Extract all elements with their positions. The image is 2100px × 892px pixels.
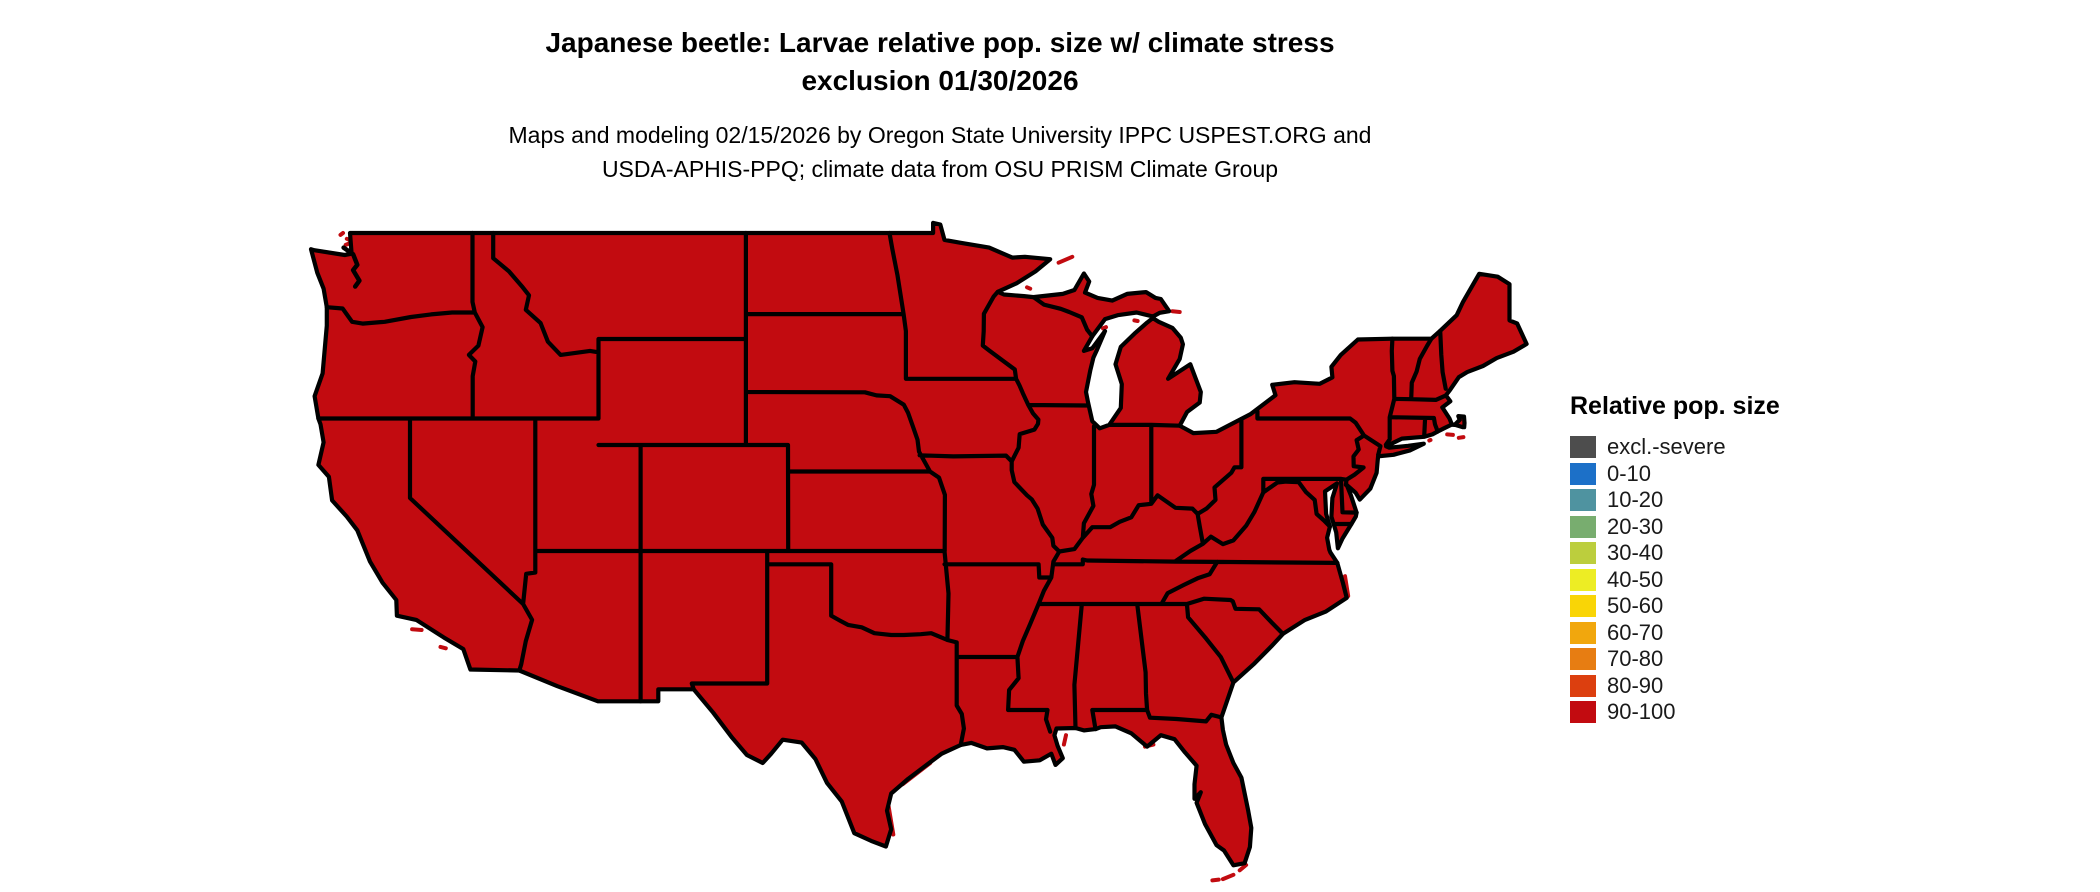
legend-label: 50-60	[1607, 593, 1664, 619]
legend-item: 70-80	[1570, 646, 1900, 673]
title-line-1: Japanese beetle: Larvae relative pop. si…	[545, 27, 1335, 58]
legend-label: excl.-severe	[1607, 434, 1726, 460]
legend-swatch	[1570, 489, 1596, 512]
legend-item: 90-100	[1570, 699, 1900, 726]
legend-label: 0-10	[1607, 460, 1652, 486]
subtitle-line-1: Maps and modeling 02/15/2026 by Oregon S…	[508, 122, 1372, 148]
legend-label: 90-100	[1607, 699, 1676, 725]
legend-label: 10-20	[1607, 487, 1664, 513]
legend-item: 40-50	[1570, 567, 1900, 594]
legend-swatch	[1570, 674, 1596, 697]
legend-item: 20-30	[1570, 514, 1900, 541]
legend-item: 30-40	[1570, 540, 1900, 567]
legend-items: excl.-severe 0-10 10-20 20-30 30-40 40-50 50-6…	[1570, 434, 1900, 726]
legend-label: 20-30	[1607, 513, 1664, 539]
legend-label: 70-80	[1607, 646, 1664, 672]
legend-label: 40-50	[1607, 566, 1664, 592]
nation-outline	[308, 220, 1529, 868]
page-title: Japanese beetle: Larvae relative pop. si…	[0, 24, 1880, 100]
legend: Relative pop. size excl.-severe 0-10 10-20…	[1570, 392, 1900, 726]
legend-swatch	[1570, 515, 1596, 538]
legend-label: 60-70	[1607, 619, 1664, 645]
legend-swatch	[1570, 595, 1596, 618]
legend-label: 30-40	[1607, 540, 1664, 566]
page-subtitle: Maps and modeling 02/15/2026 by Oregon S…	[0, 118, 1880, 186]
subtitle-line-2: USDA-APHIS-PPQ; climate data from OSU PR…	[601, 156, 1279, 182]
puget-sound-waterline	[341, 245, 362, 289]
state-borders	[316, 230, 1448, 748]
legend-item: 50-60	[1570, 593, 1900, 620]
legend-swatch	[1570, 648, 1596, 671]
legend-title: Relative pop. size	[1570, 392, 1780, 420]
legend-item: excl.-severe	[1570, 434, 1900, 461]
legend-swatch	[1570, 462, 1596, 485]
legend-swatch	[1570, 568, 1596, 591]
legend-swatch	[1570, 621, 1596, 644]
legend-item: 0-10	[1570, 461, 1900, 488]
legend-swatch	[1570, 701, 1596, 724]
legend-item: 80-90	[1570, 673, 1900, 700]
legend-swatch	[1570, 436, 1596, 459]
legend-swatch	[1570, 542, 1596, 565]
title-line-2: exclusion 01/30/2026	[801, 65, 1079, 96]
legend-item: 60-70	[1570, 620, 1900, 647]
chart-header: Japanese beetle: Larvae relative pop. si…	[0, 0, 1880, 186]
legend-label: 80-90	[1607, 672, 1664, 698]
legend-item: 10-20	[1570, 487, 1900, 514]
